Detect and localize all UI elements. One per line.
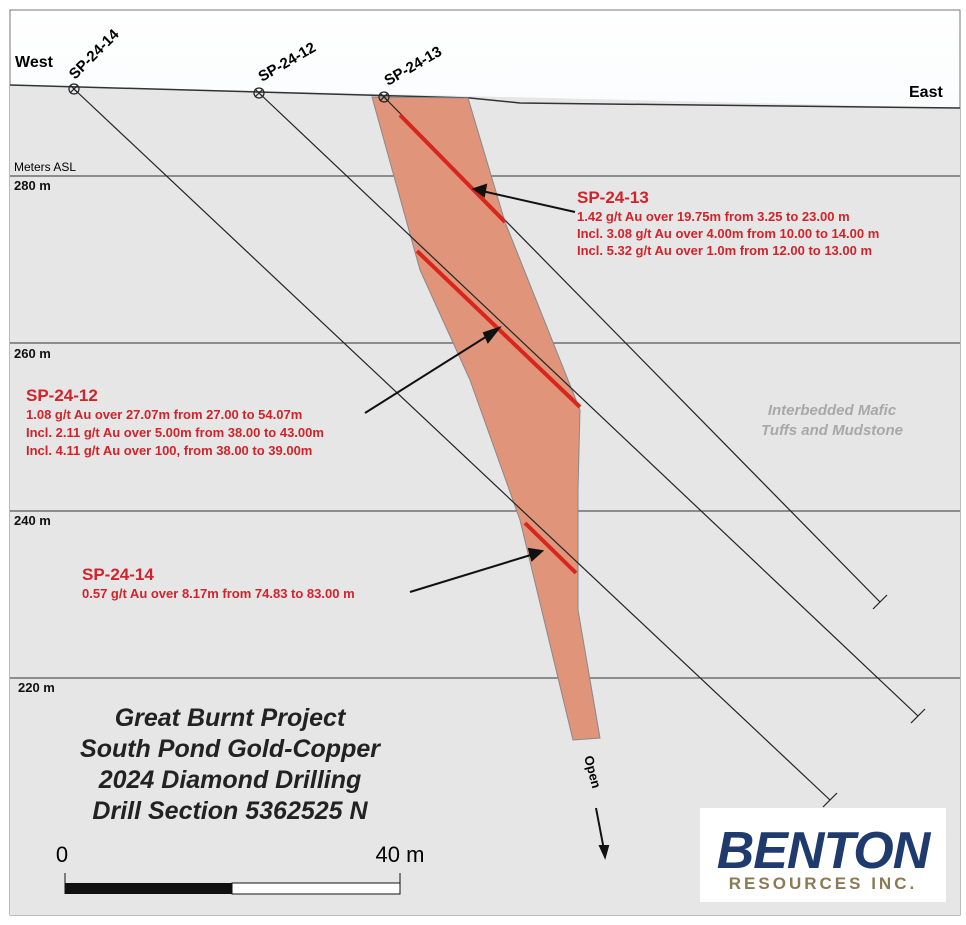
title-line: Drill Section 5362525 N [92,797,368,825]
title-line: Great Burnt Project [115,704,347,732]
annotation-title: SP-24-13 [577,188,649,207]
annotation-line: Incl. 2.11 g/t Au over 5.00m from 38.00 … [26,425,324,440]
east-label: East [909,84,943,101]
elevation-label: 260 m [14,346,51,361]
unit-label: Interbedded Mafic [768,402,897,419]
mineralized-zone [371,96,601,741]
annotation-line: Incl. 3.08 g/t Au over 4.00m from 10.00 … [577,226,879,241]
arrows [364,183,610,860]
annotation-line: Incl. 4.11 g/t Au over 100, from 38.00 t… [26,443,312,458]
logo-subtitle: RESOURCES INC. [729,874,917,893]
west-label: West [15,54,54,71]
annotation-line: Incl. 5.32 g/t Au over 1.0m from 12.00 t… [577,243,872,258]
scale-bar [64,873,401,895]
axis-label: Meters ASL [14,160,76,174]
elevation-label: 240 m [14,513,51,528]
annotation-line: 1.42 g/t Au over 19.75m from 3.25 to 23.… [577,209,850,224]
unit-label: Tuffs and Mudstone [761,422,903,439]
elevation-label: 280 m [14,178,51,193]
title-line: South Pond Gold-Copper [80,735,381,763]
annotation-line: 1.08 g/t Au over 27.07m from 27.00 to 54… [26,407,302,422]
annotation-line: 0.57 g/t Au over 8.17m from 74.83 to 83.… [82,586,355,601]
annotation-title: SP-24-12 [26,386,98,405]
annotation-title: SP-24-14 [82,565,154,584]
elevation-label: 220 m [18,680,55,695]
logo-box [700,808,946,902]
collars [68,83,390,103]
scale-label: 0 [56,842,68,867]
logo-name: BENTON [717,822,932,880]
scale-label: 40 m [376,842,425,867]
topography [9,84,961,109]
title-line: 2024 Diamond Drilling [98,766,362,794]
ground [10,85,960,915]
